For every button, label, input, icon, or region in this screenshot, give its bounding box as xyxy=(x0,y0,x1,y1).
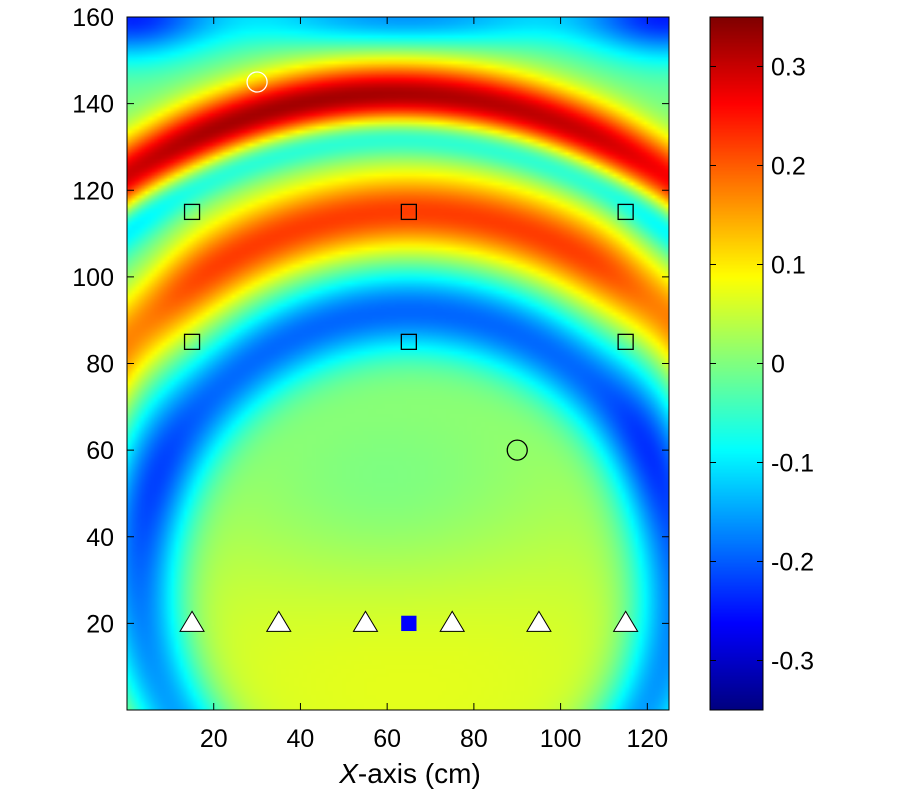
y-tick-label: 160 xyxy=(72,4,114,32)
y-tick-label: 60 xyxy=(86,437,114,465)
colorbar-ticks: 0.3 0.2 0.1 0 -0.1 -0.2 -0.3 xyxy=(710,54,814,676)
x-tick-label: 40 xyxy=(287,725,315,753)
square-marker xyxy=(400,333,417,350)
x-tick-label: 120 xyxy=(626,725,668,753)
square-marker xyxy=(183,333,201,350)
y-tick-label: 20 xyxy=(86,610,114,638)
y-tick-label: 120 xyxy=(72,177,114,205)
triangle-marker xyxy=(612,610,639,632)
plot-area: 20 40 60 80 100 120 20 40 60 80 100 120 140 160 xyxy=(72,4,670,753)
colorbar-gradient xyxy=(710,17,763,710)
square-marker xyxy=(400,203,417,221)
colorbar-tick-label: 0 xyxy=(771,351,785,379)
square-marker xyxy=(183,203,201,221)
colorbar-tick-label: -0.1 xyxy=(771,450,814,478)
x-tick-label: 20 xyxy=(200,725,228,753)
colorbar: 0.3 0.2 0.1 0 -0.1 -0.2 -0.3 xyxy=(709,16,814,711)
triangle-marker xyxy=(179,610,205,632)
source-square-marker xyxy=(401,615,417,632)
colorbar-tick-label: 0.2 xyxy=(771,153,806,181)
triangle-marker xyxy=(265,610,292,632)
markers-layer xyxy=(179,71,639,632)
y-tick-label: 80 xyxy=(86,351,114,379)
circle-marker xyxy=(506,439,528,461)
square-marker xyxy=(617,203,634,221)
y-tick-label: 40 xyxy=(86,524,114,552)
colorbar-tick-label: -0.3 xyxy=(771,648,814,676)
x-axis-ticks: 20 40 60 80 100 120 xyxy=(200,17,668,753)
heatmap-field xyxy=(127,17,669,710)
triangle-marker xyxy=(439,610,466,632)
circle-marker xyxy=(246,71,268,93)
y-tick-label: 140 xyxy=(72,91,114,119)
colorbar-tick-label: 0.3 xyxy=(771,54,806,82)
colorbar-tick-label: 0.1 xyxy=(771,252,806,280)
x-axis-title: X-axis (cm) xyxy=(338,758,481,789)
x-tick-label: 100 xyxy=(540,725,582,753)
colorbar-tick-label: -0.2 xyxy=(771,549,814,577)
x-tick-label: 60 xyxy=(373,725,401,753)
triangle-marker xyxy=(526,610,552,632)
triangle-marker xyxy=(352,610,379,632)
y-axis-ticks: 20 40 60 80 100 120 140 160 xyxy=(72,4,669,638)
square-marker xyxy=(617,333,634,350)
x-tick-label: 80 xyxy=(460,725,488,753)
y-tick-label: 100 xyxy=(72,264,114,292)
